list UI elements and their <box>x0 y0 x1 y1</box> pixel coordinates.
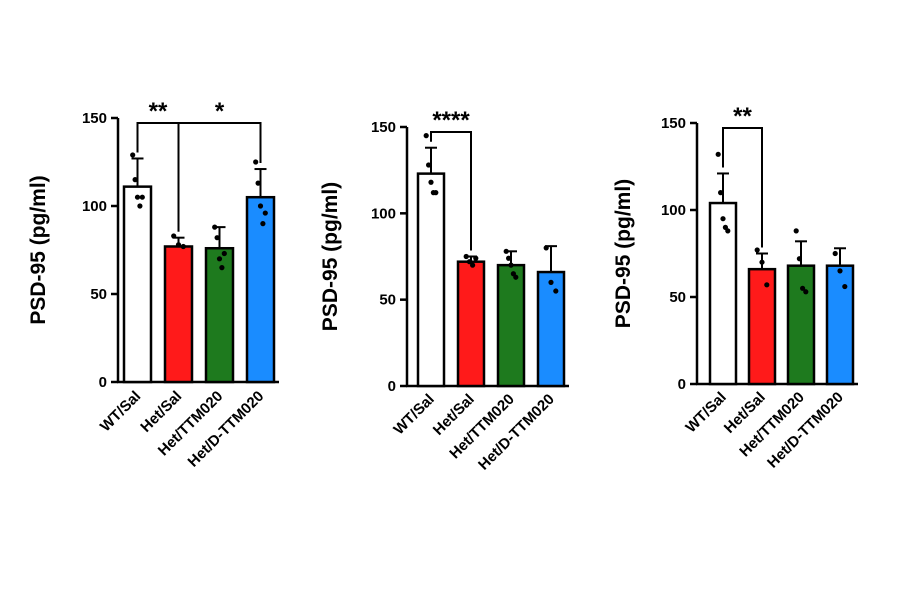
bar <box>708 201 738 386</box>
data-point <box>426 162 432 168</box>
data-point <box>759 259 765 265</box>
data-point <box>718 190 724 196</box>
data-point <box>253 159 259 165</box>
data-point <box>137 203 143 209</box>
bar <box>416 172 446 388</box>
y-axis-label: PSD-95 (pg/ml) <box>319 182 342 331</box>
data-point <box>803 289 809 295</box>
data-point <box>473 255 479 261</box>
y-axis-label: PSD-95 (pg/ml) <box>27 175 50 324</box>
data-point <box>506 255 512 261</box>
bar <box>786 264 816 386</box>
bar <box>496 263 526 388</box>
data-point <box>221 250 227 257</box>
bar <box>456 260 486 388</box>
data-point <box>428 179 434 185</box>
data-point <box>175 242 182 248</box>
data-point <box>260 221 266 227</box>
data-point <box>255 180 261 186</box>
y-tick-label: 50 <box>669 289 686 306</box>
significance-bracket <box>177 122 262 232</box>
bar <box>163 245 194 384</box>
y-tick-label: 0 <box>99 374 107 391</box>
bar <box>536 270 566 388</box>
data-point <box>470 262 476 268</box>
data-point <box>793 228 799 234</box>
data-point <box>837 268 843 274</box>
data-point <box>212 224 218 230</box>
data-point <box>796 256 803 262</box>
y-axis-label: PSD-95 (pg/ml) <box>612 179 635 328</box>
bar <box>204 246 235 384</box>
significance-label: **** <box>432 107 470 134</box>
y-tick-label: 150 <box>661 115 686 132</box>
data-point <box>513 274 519 280</box>
y-tick-label: 50 <box>379 292 396 309</box>
significance-label: ** <box>149 98 168 125</box>
data-point <box>423 133 429 139</box>
bar <box>122 185 153 384</box>
significance-label: * <box>215 98 225 125</box>
data-point <box>134 194 141 200</box>
data-point <box>764 282 770 288</box>
data-point <box>543 245 549 251</box>
bar <box>245 195 276 384</box>
data-point <box>132 177 138 183</box>
y-tick-label: 150 <box>371 119 396 136</box>
y-tick-label: 100 <box>661 202 686 219</box>
y-tick-label: 0 <box>678 376 686 393</box>
data-point <box>548 279 554 285</box>
data-point <box>433 190 439 196</box>
significance-bracket <box>430 131 472 251</box>
data-point <box>219 265 225 271</box>
y-tick-label: 100 <box>82 198 107 215</box>
significance-bracket <box>722 127 763 248</box>
data-point <box>257 203 264 209</box>
data-point <box>508 262 514 268</box>
data-point <box>171 233 177 239</box>
category-label: Het/D-TTM020 <box>185 388 268 471</box>
data-point <box>800 285 806 291</box>
data-point <box>715 151 721 157</box>
data-point <box>130 152 136 158</box>
data-point <box>842 283 848 290</box>
data-point <box>139 194 145 200</box>
y-tick-label: 100 <box>371 205 396 222</box>
category-label: WT/Sal <box>390 391 437 438</box>
category-label: WT/Sal <box>682 389 729 436</box>
bar <box>747 267 777 386</box>
data-point <box>262 210 268 216</box>
data-point <box>180 243 186 250</box>
data-point <box>832 250 838 257</box>
significance-label: ** <box>733 103 752 130</box>
category-label: WT/Sal <box>97 388 144 435</box>
data-point <box>725 228 731 234</box>
data-point <box>553 288 559 294</box>
y-tick-label: 50 <box>90 286 107 303</box>
data-point <box>720 216 726 222</box>
data-point <box>754 247 760 253</box>
data-point <box>214 235 220 241</box>
data-point <box>463 253 469 260</box>
y-tick-label: 150 <box>82 110 107 127</box>
data-point <box>216 256 223 262</box>
y-tick-label: 0 <box>388 378 396 395</box>
data-point <box>503 248 509 254</box>
data-point <box>466 259 472 265</box>
bar <box>825 264 855 386</box>
